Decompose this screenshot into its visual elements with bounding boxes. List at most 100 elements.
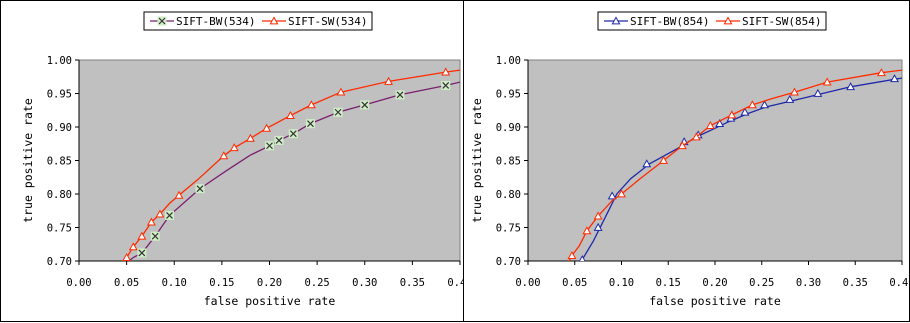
data-point [642,159,652,168]
data-point [607,191,617,200]
data-point [289,130,297,138]
legend-label: SIFT-SW(534) [288,15,367,28]
data-point [747,100,757,109]
data-point [691,132,701,141]
data-point [262,123,272,132]
data-point [122,253,132,261]
series-group [567,68,902,261]
legend-marker [611,16,621,25]
x-tick-label: 0.05 [114,277,139,289]
chart-panel-right: 0.70 0.75 0.80 0.85 0.90 0.95 1.00 0.00 0.05 0.10… [463,0,910,322]
x-tick-label: 0.40 [889,277,910,289]
x-tick-label: 0.20 [257,277,282,289]
data-point [196,185,204,193]
data-point [822,77,832,86]
x-tick-label: 0.10 [162,277,187,289]
data-point [307,120,314,128]
x-tick-label: 0.20 [702,277,727,289]
legend-marker [269,16,279,25]
data-point [286,110,295,119]
data-point [151,232,159,240]
data-point [785,94,795,103]
legend-label: SIFT-SW(854) [742,15,821,28]
data-point [578,255,586,261]
series-group [122,67,460,261]
y-tick-label: 0.90 [496,122,521,134]
chart-left: 0.70 0.75 0.80 0.85 0.90 0.95 1.00 0.00 0.05 0.10… [21,11,473,308]
data-point [246,133,255,142]
y-tick-label: 0.95 [47,89,72,101]
chart-right: 0.70 0.75 0.80 0.85 0.90 0.95 1.00 0.00 0.05 0.10… [470,11,910,308]
y-tick-label: 0.95 [496,89,521,101]
data-point [617,189,626,198]
data-point [846,82,856,91]
data-point [715,119,725,128]
legend-label: SIFT-BW(854) [630,15,709,28]
x-tick-label: 0.25 [749,277,774,289]
data-point [229,143,239,152]
y-tick-label: 0.90 [47,122,72,134]
data-point [336,87,346,96]
data-point [876,68,886,77]
y-tick-label: 0.75 [496,223,521,235]
data-point [155,209,165,218]
y-tick-label: 0.85 [47,156,72,168]
data-point [361,101,369,109]
data-point [790,87,799,96]
plot-area [527,59,903,262]
data-point [727,110,737,119]
x-tick-label: 0.10 [609,277,634,289]
data-point [384,76,394,85]
data-point [442,82,450,89]
x-tick-label: 0.30 [796,277,821,289]
y-tick-label: 0.70 [496,256,521,268]
x-tick-label: 0.35 [843,277,868,289]
data-point [146,217,156,226]
series-line [580,77,902,261]
data-point [582,226,592,235]
y-tick-label: 0.75 [47,223,72,235]
y-tick-label: 1.00 [496,55,521,67]
data-point [334,108,342,116]
data-point [266,142,273,150]
data-point [740,107,750,116]
data-point [705,121,715,130]
legend-box [143,11,373,31]
legend-label: SIFT-BW(534) [176,15,255,28]
plot-area [78,59,461,262]
y-axis-label: true positive rate [21,98,35,223]
data-point [275,136,283,144]
y-tick-label: 0.85 [496,156,521,168]
x-tick-label: 0.15 [209,277,234,289]
x-tick-label: 0.15 [656,277,681,289]
x-tick-label: 0.30 [352,277,377,289]
legend-box [597,11,827,31]
data-point [306,100,316,109]
data-point [593,222,603,231]
data-point [441,67,451,76]
x-tick-label: 0.00 [515,277,540,289]
y-axis-label: true positive rate [470,98,484,223]
data-point [128,242,138,251]
y-tick-label: 0.70 [47,256,72,268]
data-point [813,88,823,97]
x-tick-label: 0.00 [66,277,91,289]
x-tick-label: 0.25 [304,277,329,289]
data-point [219,151,229,160]
data-point [138,249,146,257]
legend-marker [158,17,166,25]
x-tick-label: 0.35 [400,277,425,289]
data-point [890,74,899,83]
data-point [677,141,687,150]
x-tick-label: 0.05 [562,277,587,289]
data-point [166,212,173,219]
y-tick-label: 0.80 [496,189,521,201]
legend-marker [723,16,733,25]
chart-panel-left: 0.70 0.75 0.80 0.85 0.90 0.95 1.00 0.00 0.05 0.10… [0,0,473,322]
data-point [396,91,404,99]
data-point [567,251,577,260]
data-point [174,190,184,199]
x-axis-label: false positive rate [649,294,781,308]
data-point [659,155,669,164]
data-point [137,231,147,240]
